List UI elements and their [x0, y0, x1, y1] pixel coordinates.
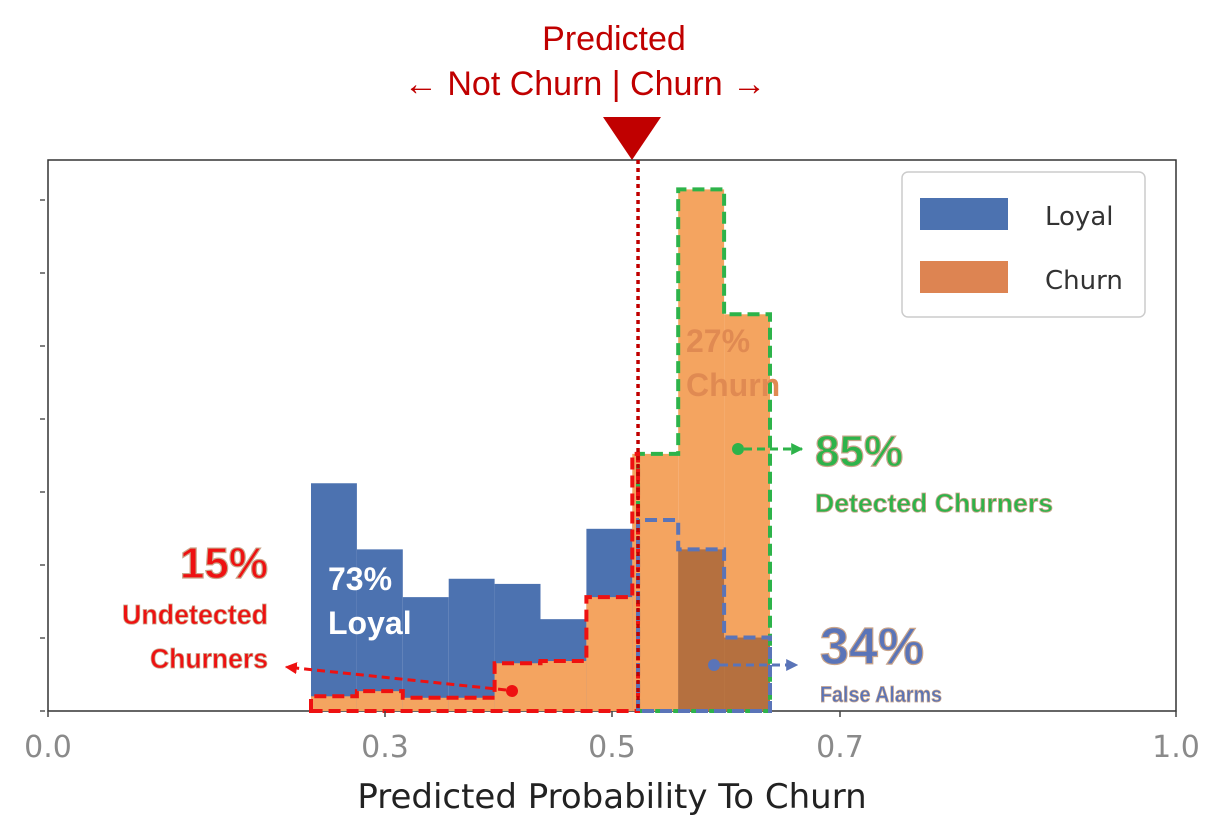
- detected-label: Detected Churners: [815, 488, 1053, 518]
- undetected-label-line1: Undetected: [122, 599, 268, 630]
- legend: Loyal Churn: [901, 171, 1146, 318]
- highlight-outlines: [309, 187, 772, 713]
- undetected-label-line2: Churners: [150, 643, 268, 674]
- x-axis-label: Predicted Probability To Churn: [357, 777, 866, 817]
- x-tick-label-0: 0.0: [24, 730, 72, 765]
- loyal-bar-1: [356, 549, 403, 711]
- loyal-bar-2: [402, 597, 449, 711]
- loyal-text-label: Loyal: [328, 605, 412, 641]
- churn-bar-1: [356, 691, 403, 711]
- legend-swatch-churn: [920, 261, 1008, 293]
- churn-pct-label: 27%: [686, 323, 750, 359]
- predicted-direction: ← Not Churn | Churn →: [404, 65, 766, 103]
- detected-churners-outline: [636, 187, 772, 713]
- loyal-bar-0: [311, 483, 357, 711]
- false-alarms-pct: 34%: [820, 618, 924, 676]
- x-tick-label-3: 0.7: [816, 730, 864, 765]
- legend-swatch-loyal: [920, 198, 1008, 230]
- churn-bar-3: [448, 697, 495, 711]
- false-alarms-outline: [636, 517, 772, 713]
- x-tick-label-4: 1.0: [1152, 730, 1200, 765]
- churn-bar-2: [402, 697, 449, 711]
- false-alarms-dot: [708, 659, 720, 671]
- undetected-dot: [506, 685, 518, 697]
- false-alarms-label: False Alarms: [820, 682, 942, 707]
- churn-bar-5: [540, 661, 587, 711]
- detected-dot: [732, 443, 744, 455]
- threshold-marker-triangle: [603, 117, 661, 160]
- y-axis-ticks: [40, 199, 45, 712]
- undetected-arrow: [284, 662, 507, 692]
- churn-text-label: Churn: [686, 367, 780, 403]
- churn-bar-4: [494, 663, 541, 711]
- x-axis-ticks: 0.0 0.3 0.5 0.7 1.0: [24, 711, 1200, 765]
- x-tick-label-1: 0.3: [361, 730, 409, 765]
- churn-bar-0: [311, 696, 357, 711]
- loyal-pct-label: 73%: [328, 561, 392, 597]
- overlap-bar-9: [724, 637, 770, 711]
- loyal-bar-3: [448, 578, 495, 711]
- detected-pct: 85%: [815, 427, 903, 476]
- undetected-churners-outline: [309, 451, 641, 713]
- legend-label-churn: Churn: [1045, 266, 1123, 296]
- churn-bar-6: [586, 597, 633, 711]
- legend-label-loyal: Loyal: [1045, 202, 1113, 232]
- x-tick-label-2: 0.5: [588, 730, 636, 765]
- overlap-bar-8: [678, 549, 725, 711]
- predicted-title: Predicted: [542, 20, 686, 58]
- undetected-pct: 15%: [180, 539, 268, 588]
